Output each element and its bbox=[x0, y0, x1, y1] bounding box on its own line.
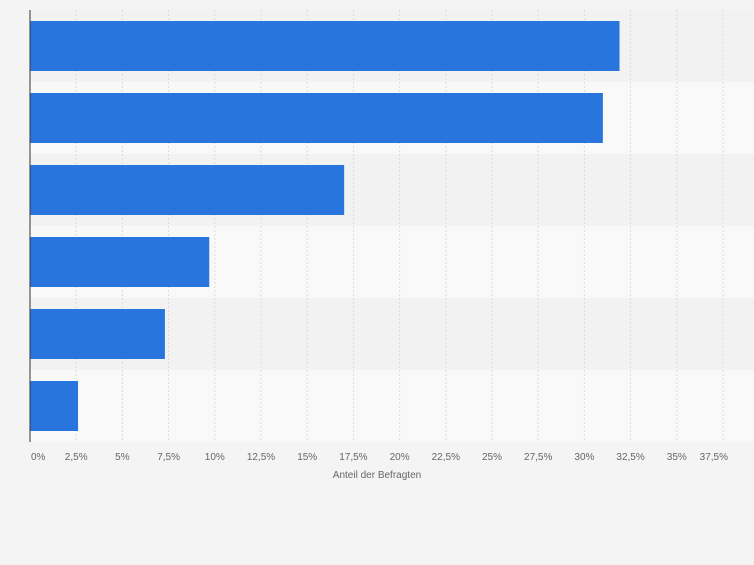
x-tick-label: 27,5% bbox=[524, 452, 552, 463]
bar bbox=[30, 381, 79, 431]
bar bbox=[30, 165, 345, 215]
x-tick-label: 20% bbox=[390, 452, 410, 463]
x-tick-label: 7,5% bbox=[157, 452, 180, 463]
gridlines bbox=[75, 10, 724, 442]
x-tick-label: 32,5% bbox=[616, 452, 644, 463]
bar bbox=[30, 309, 165, 359]
x-tick-label: 30% bbox=[574, 452, 594, 463]
x-tick-label: 35% bbox=[667, 452, 687, 463]
x-tick-label: 2,5% bbox=[65, 452, 88, 463]
x-tick-labels: 0% 2,5% 5% 7,5% 10% 12,5% 15% 17,5% 20% 22,5% 25% 2… bbox=[31, 452, 728, 463]
x-tick-label: 37,5% bbox=[700, 452, 728, 463]
row-bands bbox=[30, 10, 754, 442]
x-tick-label: 0% bbox=[31, 452, 46, 463]
x-tick-label: 10% bbox=[205, 452, 225, 463]
x-tick-label: 12,5% bbox=[247, 452, 275, 463]
x-tick-label: 25% bbox=[482, 452, 502, 463]
x-tick-label: 15% bbox=[297, 452, 317, 463]
bars bbox=[30, 21, 620, 431]
bar bbox=[30, 93, 603, 143]
x-tick-label: 17,5% bbox=[339, 452, 367, 463]
x-axis-title: Anteil der Befragten bbox=[333, 470, 421, 481]
bar bbox=[30, 21, 620, 71]
row-band bbox=[30, 370, 754, 442]
x-tick-label: 22,5% bbox=[432, 452, 460, 463]
bar bbox=[30, 237, 210, 287]
x-tick-label: 5% bbox=[115, 452, 130, 463]
